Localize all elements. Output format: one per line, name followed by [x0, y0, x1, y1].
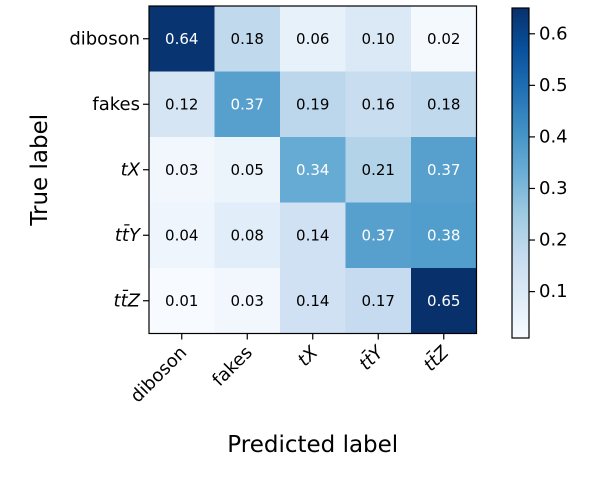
cell-value-label: 0.05	[231, 161, 264, 179]
cell-value-label: 0.18	[231, 30, 264, 48]
heatmap-cell	[149, 137, 215, 203]
cell-value-label: 0.38	[427, 226, 460, 244]
heatmap-cell	[214, 202, 281, 269]
cell-value-label: 0.03	[231, 292, 264, 310]
cell-value-label: 0.37	[362, 226, 395, 244]
heatmap-cell	[149, 71, 215, 138]
cell-value-label: 0.03	[165, 161, 198, 179]
colorbar-tick-label: 0.2	[539, 230, 568, 251]
heatmap-cell	[345, 202, 412, 269]
colorbar-tick-label: 0.3	[539, 178, 568, 199]
y-tick-label: tt̄Y	[115, 223, 142, 245]
cell-value-label: 0.10	[362, 30, 395, 48]
y-tick-label: tX	[121, 159, 141, 180]
heatmap-value-labels: 0.64 0.18 0.06 0.10 0.02 0.12 0.37 0.19 0.16 0.18…	[165, 30, 460, 310]
heatmap-cell	[411, 6, 477, 72]
cell-value-label: 0.16	[362, 95, 395, 113]
colorbar-ticks: 0.1 0.2 0.3 0.4 0.5 0.6	[529, 23, 568, 302]
heatmap-cell	[345, 71, 412, 138]
heatmap-cell	[411, 137, 477, 203]
x-tick-label: fakes	[208, 342, 257, 391]
heatmap-cell	[345, 268, 412, 334]
y-tick-label: fakes	[92, 94, 140, 115]
x-tick-label: diboson	[126, 342, 191, 407]
cell-value-label: 0.08	[231, 226, 264, 244]
cell-value-label: 0.04	[165, 226, 198, 244]
cell-value-label: 0.34	[296, 161, 329, 179]
heatmap-cell	[280, 6, 346, 72]
x-tick-label: tX	[294, 342, 323, 371]
heatmap-cell	[280, 268, 346, 334]
cell-value-label: 0.02	[427, 30, 460, 48]
heatmap-cell	[149, 202, 215, 269]
colorbar-tick-label: 0.6	[539, 23, 568, 44]
heatmap-cell	[345, 6, 412, 72]
cell-value-label: 0.12	[165, 95, 198, 113]
y-tick-label: diboson	[69, 28, 140, 49]
heatmap-cell	[214, 268, 281, 334]
heatmap-cell	[280, 202, 346, 269]
cell-value-label: 0.17	[362, 292, 395, 310]
cell-value-label: 0.65	[427, 292, 460, 310]
cell-value-label: 0.01	[165, 292, 198, 310]
x-axis-ticks: diboson fakes tX tt̄Y tt̄Z	[126, 333, 454, 407]
heatmap-cell	[214, 71, 281, 138]
x-tick-label: tt̄Z	[419, 341, 454, 376]
cell-value-label: 0.18	[427, 95, 460, 113]
heatmap-cell	[149, 268, 215, 334]
cell-value-label: 0.14	[296, 292, 329, 310]
cell-value-label: 0.37	[231, 95, 264, 113]
heatmap-cell	[214, 6, 281, 72]
y-tick-label: tt̄Z	[114, 289, 141, 311]
x-tick-label: tt̄Y	[354, 340, 389, 375]
x-axis-label: Predicted label	[227, 432, 398, 458]
heatmap-cell	[280, 137, 346, 203]
heatmap-cell	[345, 137, 412, 203]
cell-value-label: 0.19	[296, 95, 329, 113]
cell-value-label: 0.21	[362, 161, 395, 179]
colorbar	[511, 7, 530, 339]
colorbar-tick-label: 0.1	[539, 281, 568, 302]
colorbar-tick-label: 0.5	[539, 75, 568, 96]
cell-value-label: 0.64	[165, 30, 198, 48]
heatmap-cells	[149, 6, 477, 334]
cell-value-label: 0.06	[296, 30, 329, 48]
heatmap-cell	[411, 71, 477, 138]
y-axis-label: True label	[27, 114, 53, 227]
heatmap-cell	[214, 137, 281, 203]
heatmap-cell	[149, 6, 215, 72]
heatmap-cell	[411, 202, 477, 269]
y-axis-ticks: diboson fakes tX tt̄Y tt̄Z	[69, 28, 149, 311]
cell-value-label: 0.37	[427, 161, 460, 179]
heatmap-cell	[411, 268, 477, 334]
colorbar-tick-label: 0.4	[539, 126, 568, 147]
heatmap-cell	[280, 71, 346, 138]
cell-value-label: 0.14	[296, 226, 329, 244]
